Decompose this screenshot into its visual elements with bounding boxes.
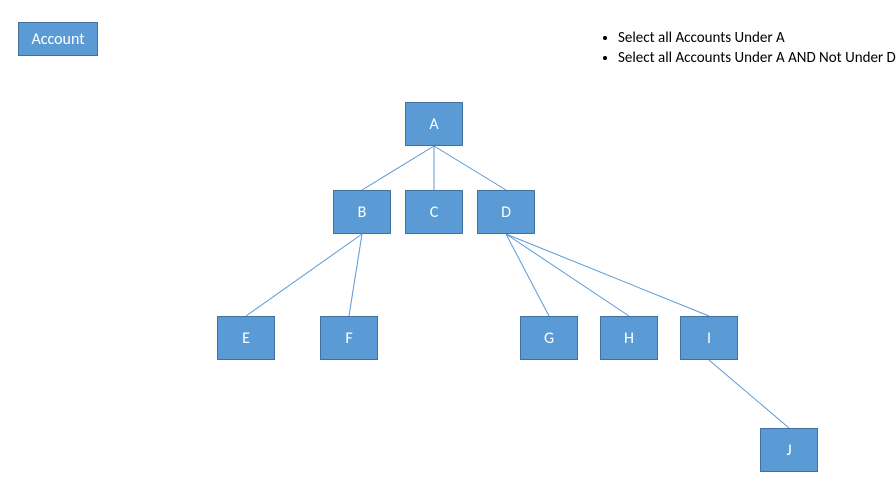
tree-node-d: D: [477, 190, 535, 234]
tree-node-a: A: [405, 102, 463, 146]
tree-node-label: G: [544, 329, 554, 348]
tree-node-label: J: [786, 441, 791, 460]
legend-label: Account: [31, 30, 84, 49]
tree-node-b: B: [333, 190, 391, 234]
legend-node: Account: [18, 22, 98, 56]
edge-d-h: [506, 234, 629, 316]
bullet-list: Select all Accounts Under ASelect all Ac…: [600, 28, 896, 68]
tree-node-c: C: [405, 190, 463, 234]
tree-node-g: G: [520, 316, 578, 360]
tree-node-label: A: [429, 115, 438, 134]
tree-node-label: E: [242, 329, 250, 348]
tree-node-label: I: [707, 329, 711, 348]
tree-node-label: B: [358, 203, 367, 222]
edge-b-f: [349, 234, 362, 316]
edge-b-e: [246, 234, 362, 316]
bullet-item: Select all Accounts Under A: [618, 28, 896, 48]
bullet-item: Select all Accounts Under A AND Not Unde…: [618, 48, 896, 68]
tree-node-label: F: [345, 329, 352, 348]
tree-node-j: J: [760, 428, 818, 472]
tree-node-e: E: [217, 316, 275, 360]
tree-node-i: I: [680, 316, 738, 360]
edge-d-g: [506, 234, 549, 316]
edge-a-b: [362, 146, 434, 190]
tree-node-f: F: [320, 316, 378, 360]
edge-d-i: [506, 234, 709, 316]
tree-node-label: H: [624, 329, 634, 348]
edge-i-j: [709, 360, 789, 428]
tree-node-h: H: [600, 316, 658, 360]
edge-a-d: [434, 146, 506, 190]
tree-node-label: D: [501, 203, 511, 222]
tree-node-label: C: [430, 203, 439, 222]
